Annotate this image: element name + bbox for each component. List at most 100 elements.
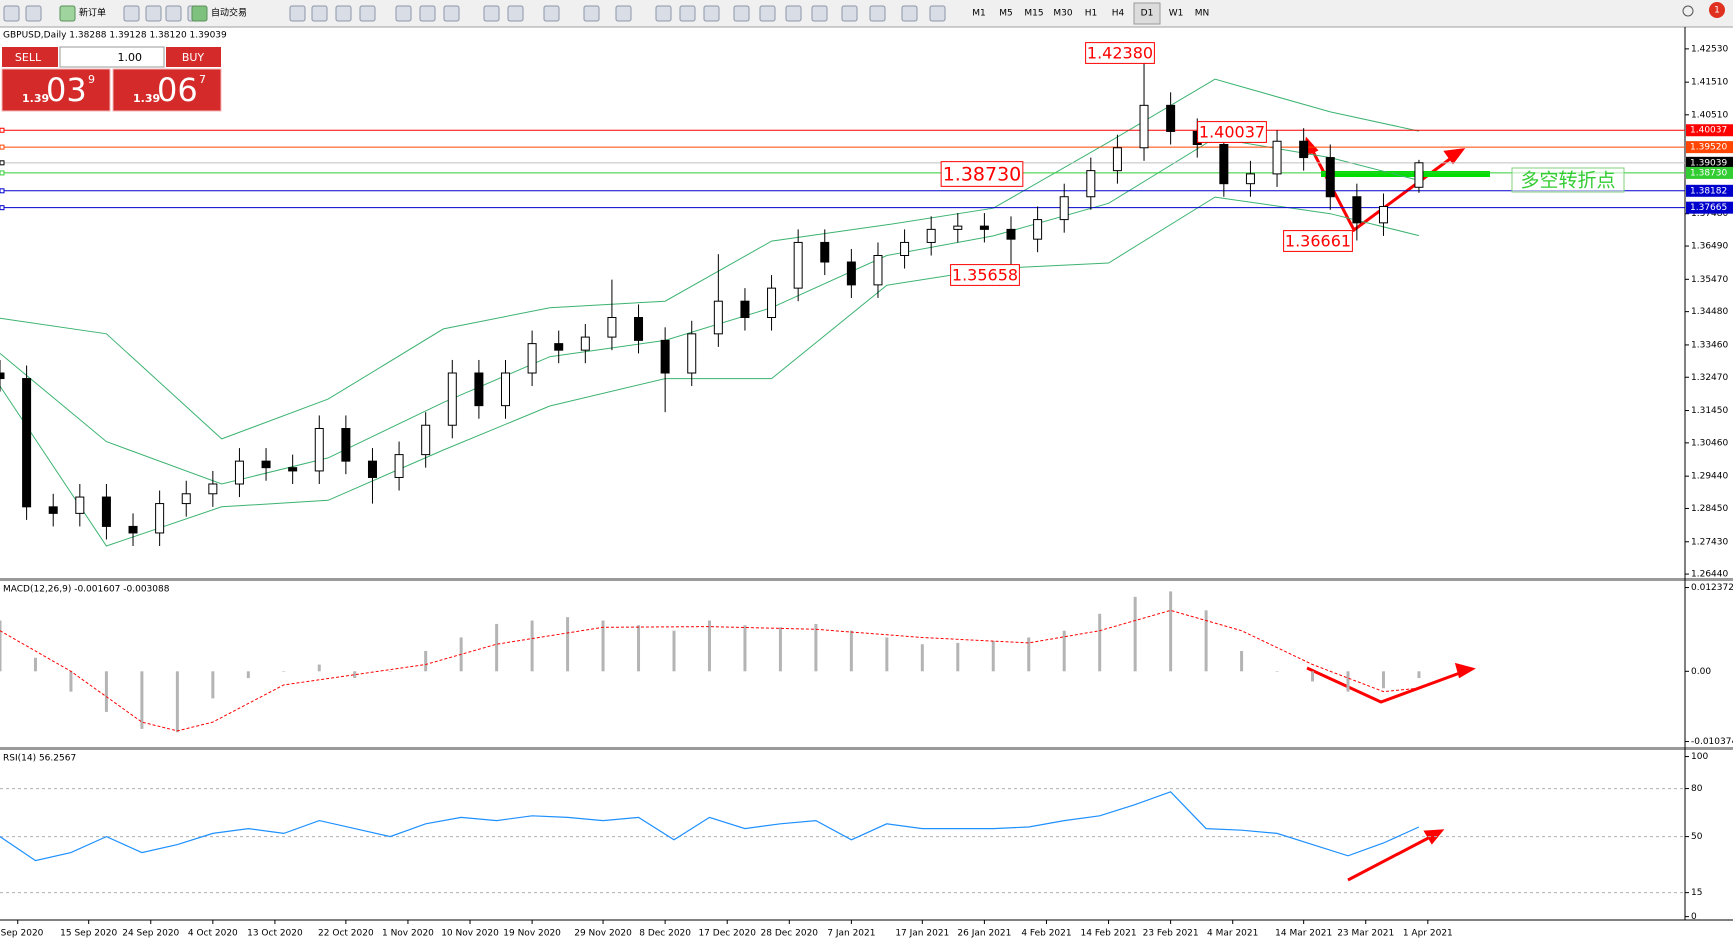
timeframe-button[interactable]: M1 xyxy=(972,9,986,19)
macd-bar xyxy=(33,657,37,672)
lots-input[interactable] xyxy=(59,46,165,68)
buy-header[interactable] xyxy=(166,47,221,67)
macd-bar xyxy=(1417,671,1421,679)
candle-body xyxy=(634,317,644,341)
search-icon[interactable] xyxy=(1682,5,1694,17)
candle-body xyxy=(155,503,165,534)
turning-point-note: 多空转折点 xyxy=(1520,170,1615,192)
pane-title: MACD(12,26,9) -0.001607 -0.003088 xyxy=(3,585,170,595)
y-tick-label: 100 xyxy=(1691,752,1708,762)
toolbar-icon[interactable] xyxy=(483,5,500,22)
toolbar-icon[interactable] xyxy=(289,5,306,22)
toolbar-button[interactable]: 新订单 xyxy=(79,7,106,19)
toolbar-icon[interactable] xyxy=(359,5,376,22)
toolbar-icon[interactable] xyxy=(583,5,600,22)
toolbar-icon[interactable] xyxy=(733,5,750,22)
toolbar-icon[interactable] xyxy=(759,5,776,22)
level-marker xyxy=(0,144,5,150)
x-tick-label: 5 Sep 2020 xyxy=(0,929,44,939)
candle-body xyxy=(261,460,271,469)
y-tick-label: 1.36490 xyxy=(1691,242,1728,252)
macd-bar xyxy=(672,630,676,672)
x-tick-label: 1 Nov 2020 xyxy=(382,929,434,939)
timeframe-button[interactable]: H4 xyxy=(1112,9,1125,19)
toolbar-icon[interactable] xyxy=(443,5,460,22)
notification-badge[interactable] xyxy=(1709,2,1725,18)
toolbar-icon[interactable] xyxy=(395,5,412,22)
candle-body xyxy=(1378,206,1388,224)
candle-body xyxy=(926,228,936,243)
bollinger-middle xyxy=(0,137,1420,485)
x-tick-label: 17 Jan 2021 xyxy=(895,929,949,939)
timeframe-button[interactable]: H1 xyxy=(1085,9,1098,19)
candle-body xyxy=(367,460,377,478)
price-annotation: 1.42380 xyxy=(1087,44,1153,63)
timeframe-active xyxy=(1133,2,1161,25)
ask-box[interactable] xyxy=(112,68,222,112)
toolbar-icon[interactable] xyxy=(679,5,696,22)
macd-bar xyxy=(1346,671,1350,692)
x-tick-label: 26 Jan 2021 xyxy=(957,929,1011,939)
macd-bar xyxy=(175,671,179,733)
toolbar-icon[interactable] xyxy=(59,5,76,22)
candle-body xyxy=(1325,157,1335,198)
y-tick-label: 15 xyxy=(1691,888,1702,898)
candle-body xyxy=(1414,162,1424,188)
price-annotation: 1.40037 xyxy=(1199,123,1265,142)
macd-bar xyxy=(1240,651,1244,672)
toolbar-button[interactable]: 自动交易 xyxy=(211,7,247,19)
level-label: 1.40037 xyxy=(1690,126,1727,136)
arrow xyxy=(1306,666,1469,704)
y-tick-label: -0.010374 xyxy=(1691,737,1733,747)
timeframe-button[interactable]: M5 xyxy=(999,9,1013,19)
macd-bar xyxy=(1062,630,1066,672)
toolbar-icon[interactable] xyxy=(785,5,802,22)
y-tick-label: 1.28450 xyxy=(1691,504,1728,514)
sell-header[interactable] xyxy=(2,47,58,67)
timeframe-button[interactable]: M15 xyxy=(1024,9,1043,19)
bid-big: 03 xyxy=(46,71,87,109)
candle-body xyxy=(474,372,484,407)
candle-body xyxy=(1166,104,1176,132)
toolbar-icon[interactable] xyxy=(869,5,886,22)
macd-bar xyxy=(1027,637,1031,672)
pane-separator xyxy=(0,747,1733,750)
buy-button[interactable]: BUY xyxy=(182,51,205,64)
toolbar-icon[interactable] xyxy=(191,5,208,22)
toolbar-icon[interactable] xyxy=(145,5,162,22)
timeframe-button[interactable]: MN xyxy=(1195,9,1210,19)
candle-body xyxy=(767,287,777,319)
toolbar-icon[interactable] xyxy=(507,5,524,22)
level-label-bg xyxy=(1686,124,1733,137)
toolbar-icon[interactable] xyxy=(419,5,436,22)
price-annotation: 1.38730 xyxy=(943,164,1022,186)
timeframe-button[interactable]: M30 xyxy=(1053,9,1072,19)
candle-body xyxy=(580,336,590,351)
candle-body xyxy=(341,427,351,462)
toolbar-icon[interactable] xyxy=(615,5,632,22)
toolbar-icon[interactable] xyxy=(543,5,560,22)
toolbar-icon[interactable] xyxy=(655,5,672,22)
timeframe-button[interactable]: W1 xyxy=(1169,9,1184,19)
toolbar-icon[interactable] xyxy=(901,5,918,22)
sell-button[interactable]: SELL xyxy=(15,51,42,64)
bid-box[interactable] xyxy=(1,68,111,112)
toolbar-icon[interactable] xyxy=(311,5,328,22)
candle-body xyxy=(0,372,5,380)
toolbar-icon[interactable] xyxy=(25,5,42,22)
y-tick-label: 1.27430 xyxy=(1691,537,1728,547)
level-marker xyxy=(0,170,5,176)
toolbar-icon[interactable] xyxy=(703,5,720,22)
toolbar-icon[interactable] xyxy=(929,5,946,22)
x-tick-label: 19 Nov 2020 xyxy=(503,929,561,939)
x-tick-label: 17 Dec 2020 xyxy=(698,929,756,939)
toolbar-icon[interactable] xyxy=(165,5,182,22)
timeframe-button[interactable]: D1 xyxy=(1141,9,1154,19)
x-tick-label: 10 Nov 2020 xyxy=(441,929,499,939)
toolbar-icon[interactable] xyxy=(841,5,858,22)
toolbar-icon[interactable] xyxy=(811,5,828,22)
toolbar-icon[interactable] xyxy=(123,5,140,22)
toolbar-icon[interactable] xyxy=(335,5,352,22)
toolbar-icon[interactable] xyxy=(3,5,20,22)
y-tick-label: 1.37480 xyxy=(1691,209,1728,219)
